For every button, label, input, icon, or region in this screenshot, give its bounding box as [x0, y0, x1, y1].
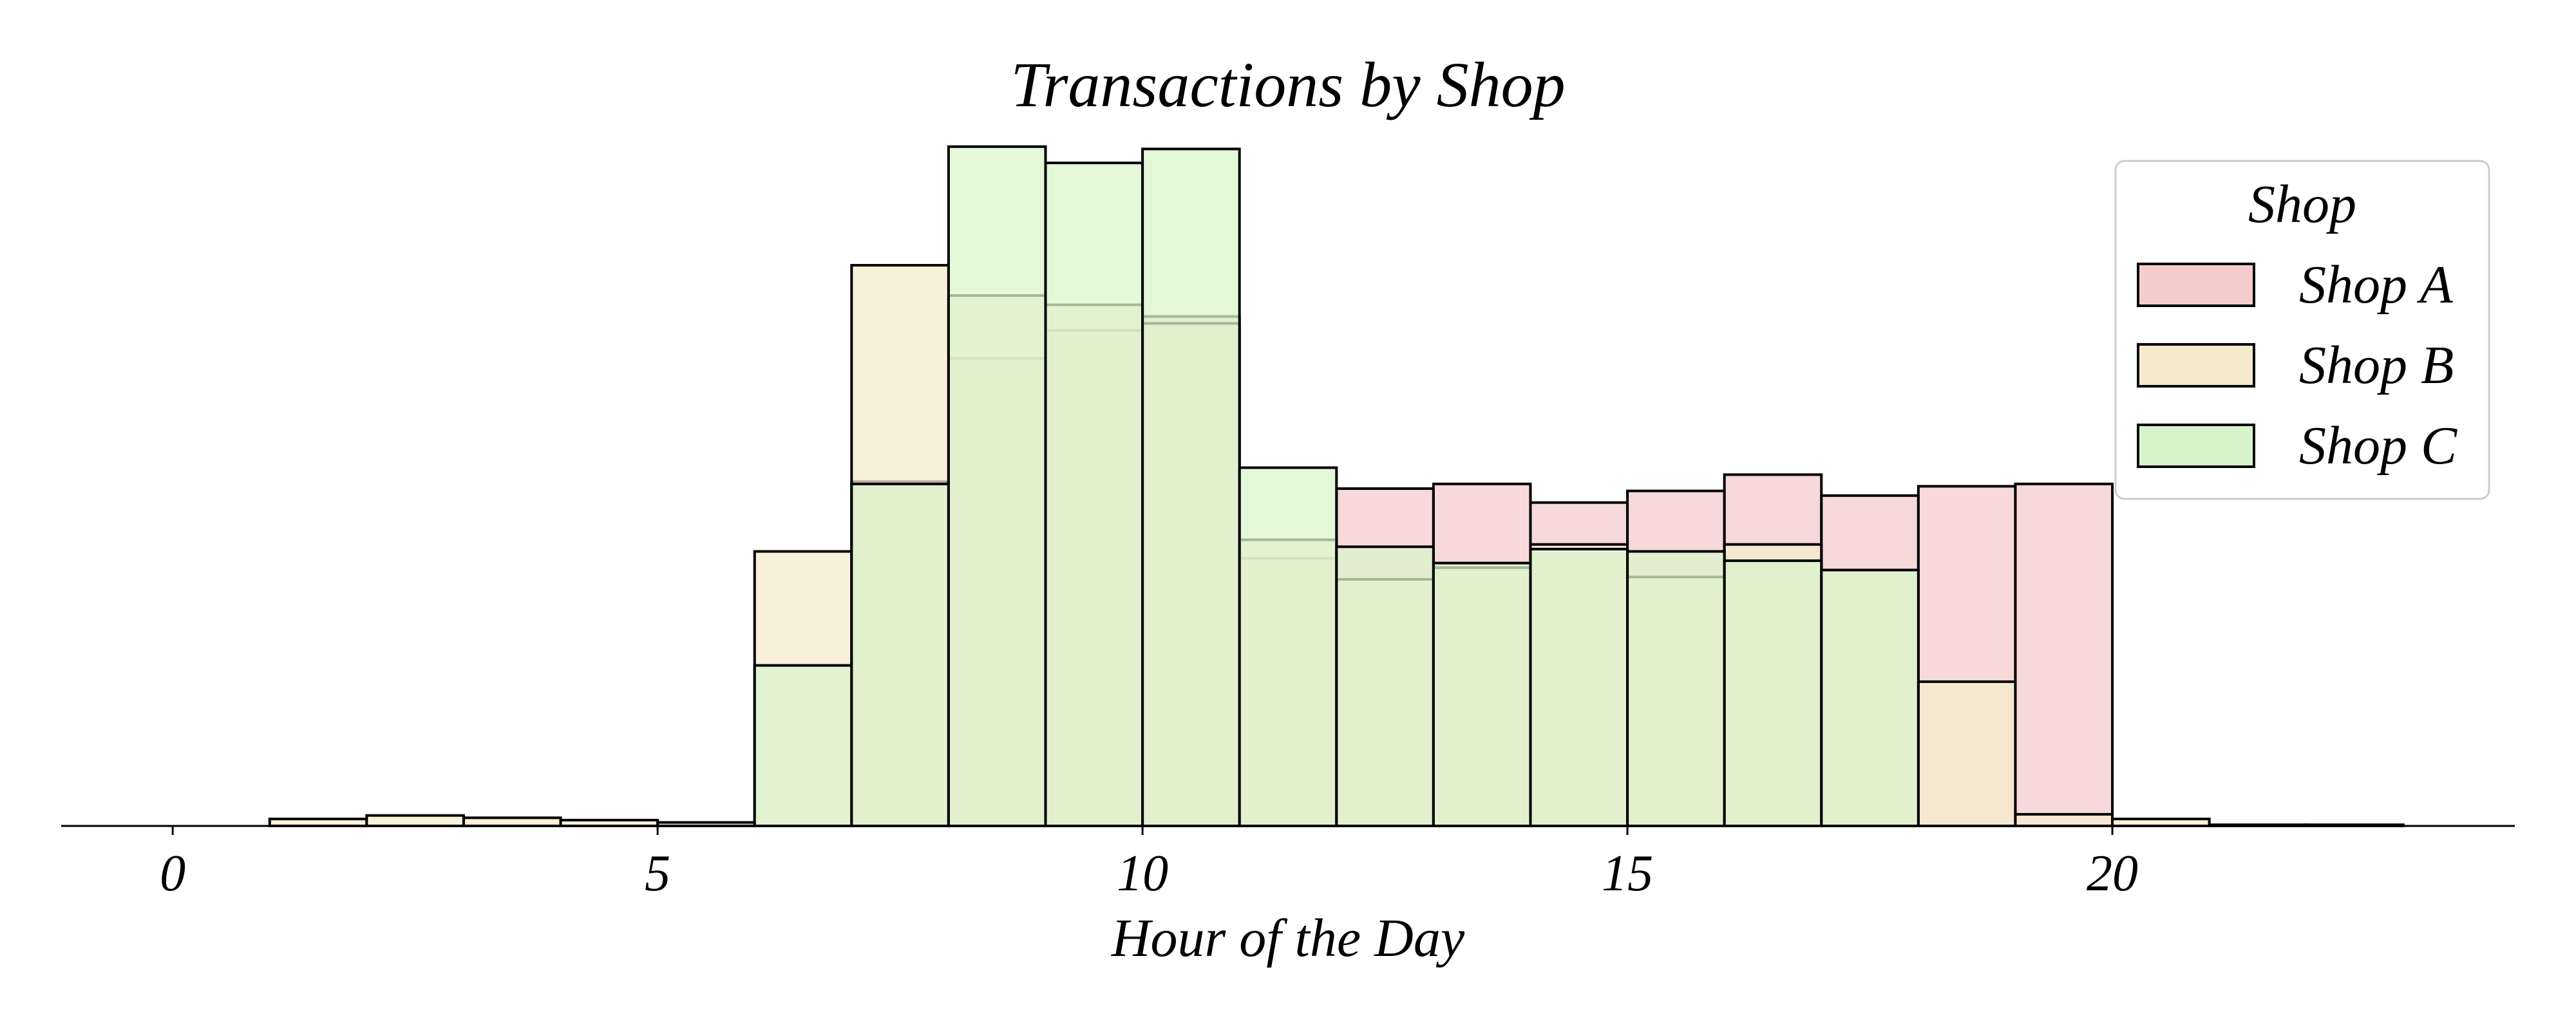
bar-shop-c-bin-17 [1820, 568, 1920, 828]
legend-label-shop-c: Shop C [2299, 416, 2458, 476]
bar-shop-b-bin-1 [268, 818, 368, 827]
legend: Shop Shop A Shop B Shop C [2114, 160, 2490, 500]
bar-shop-a-bin-19 [2014, 482, 2114, 827]
bar-shop-c-bin-12 [1335, 545, 1435, 828]
bar-shop-c-bin-8 [947, 145, 1047, 827]
chart-title: Transactions by Shop [1010, 49, 1565, 120]
bar-shop-c-bin-16 [1723, 559, 1823, 827]
bar-shop-b-bin-19 [2014, 812, 2114, 827]
bar-shop-c-bin-7 [850, 482, 950, 827]
bar-shop-c-bin-11 [1238, 466, 1338, 827]
legend-swatch-shop-a [2137, 263, 2255, 307]
bar-shop-b-bin-18 [1917, 680, 2017, 827]
legend-frame [2114, 160, 2490, 500]
bar-shop-c-bin-9 [1044, 162, 1144, 827]
x-axis-label: Hour of the Day [1111, 908, 1465, 968]
legend-swatch-shop-c [2137, 424, 2255, 468]
legend-label-shop-b: Shop B [2299, 335, 2454, 395]
x-tick-label: 10 [1117, 845, 1168, 902]
bar-shop-c-bin-10 [1141, 147, 1241, 827]
legend-title: Shop [2248, 174, 2356, 234]
x-tick-label: 15 [1602, 845, 1653, 902]
bar-shop-b-bin-20 [2111, 818, 2211, 827]
legend-swatch-shop-b [2137, 343, 2255, 388]
bar-shop-b-bin-3 [462, 816, 562, 827]
x-tick-label: 20 [2087, 845, 2138, 902]
bars-layer [268, 145, 2405, 828]
x-tick-label: 5 [645, 845, 670, 902]
bar-shop-c-bin-6 [753, 664, 853, 828]
x-tick-label: 0 [160, 845, 185, 902]
bar-shop-c-bin-14 [1529, 547, 1629, 827]
bar-shop-c-bin-15 [1626, 550, 1726, 827]
bar-shop-c-bin-13 [1432, 561, 1532, 827]
bar-shop-b-bin-2 [365, 814, 465, 827]
x-axis-ticks: 0 5 10 15 20 [160, 826, 2138, 902]
legend-label-shop-a: Shop A [2299, 255, 2453, 315]
